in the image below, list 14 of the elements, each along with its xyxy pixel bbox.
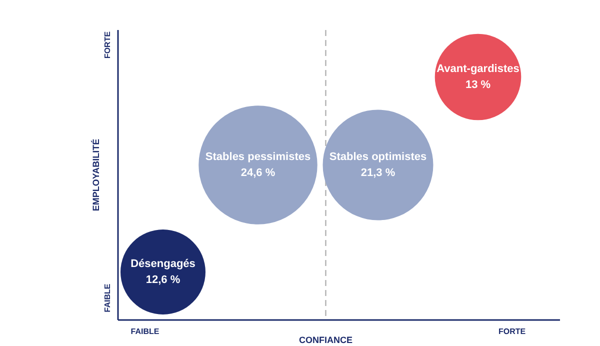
data-label: 24,6 % [240,167,276,179]
text: CONFIANCE [298,335,352,345]
data-label: 13 % [465,79,491,91]
category-label: Désengagés [130,258,196,270]
category-label: Stables optimistes [329,151,427,163]
data-label: 12,6 % [146,274,180,286]
text: EMPLOYABILITÉ [91,138,101,212]
text: FORTE [498,327,526,336]
text: FAIBLE [130,327,160,336]
data-label: 21,3 % [360,167,396,179]
text: FORTE [103,30,112,59]
category-label: Stables pessimistes [205,151,311,163]
text: FAIBLE [103,283,112,312]
category-label: Avant-gardistes [436,63,520,75]
